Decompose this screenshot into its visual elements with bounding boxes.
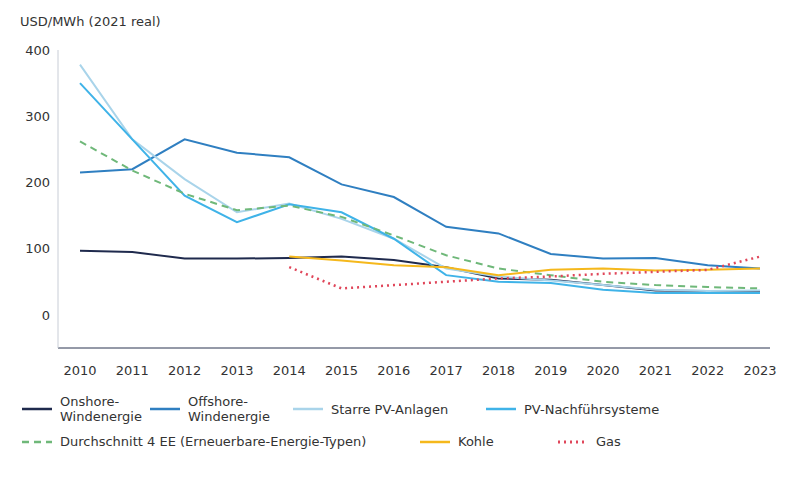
svg-text:100: 100	[25, 241, 50, 256]
html-text:Offshore-Windenergie: Offshore-Windenergie	[188, 394, 270, 424]
html-text:Starre PV-Anlagen: Starre PV-Anlagen	[331, 401, 449, 417]
svg-text:2023: 2023	[743, 363, 776, 378]
svg-text:2022: 2022	[691, 363, 724, 378]
svg-text:0: 0	[42, 308, 50, 323]
svg-text:400: 400	[25, 43, 50, 58]
html-text:Kohle: Kohle	[458, 434, 494, 449]
svg-text:2015: 2015	[325, 363, 358, 378]
svg-text:2020: 2020	[587, 363, 620, 378]
html-text:Gas: Gas	[596, 434, 621, 449]
html-text:USD/MWh (2021 real): USD/MWh (2021 real)	[20, 14, 161, 29]
svg-text:200: 200	[25, 175, 50, 190]
svg-text:2018: 2018	[482, 363, 515, 378]
html-text:Durchschnitt 4 EE (Erneuerbare: Durchschnitt 4 EE (Erneuerbare-Energie-T…	[60, 434, 367, 449]
svg-text:2016: 2016	[377, 363, 410, 378]
svg-text:300: 300	[25, 109, 50, 124]
svg-text:2012: 2012	[168, 363, 201, 378]
svg-text:2021: 2021	[639, 363, 672, 378]
svg-text:2013: 2013	[220, 363, 253, 378]
svg-text:2011: 2011	[116, 363, 149, 378]
svg-text:2014: 2014	[273, 363, 306, 378]
svg-text:2019: 2019	[534, 363, 567, 378]
svg-text:2017: 2017	[430, 363, 463, 378]
html-text:Onshore-Windenergie: Onshore-Windenergie	[60, 394, 142, 424]
svg-text:2010: 2010	[63, 363, 96, 378]
html-text:PV-Nachführsysteme: PV-Nachführsysteme	[524, 401, 660, 417]
